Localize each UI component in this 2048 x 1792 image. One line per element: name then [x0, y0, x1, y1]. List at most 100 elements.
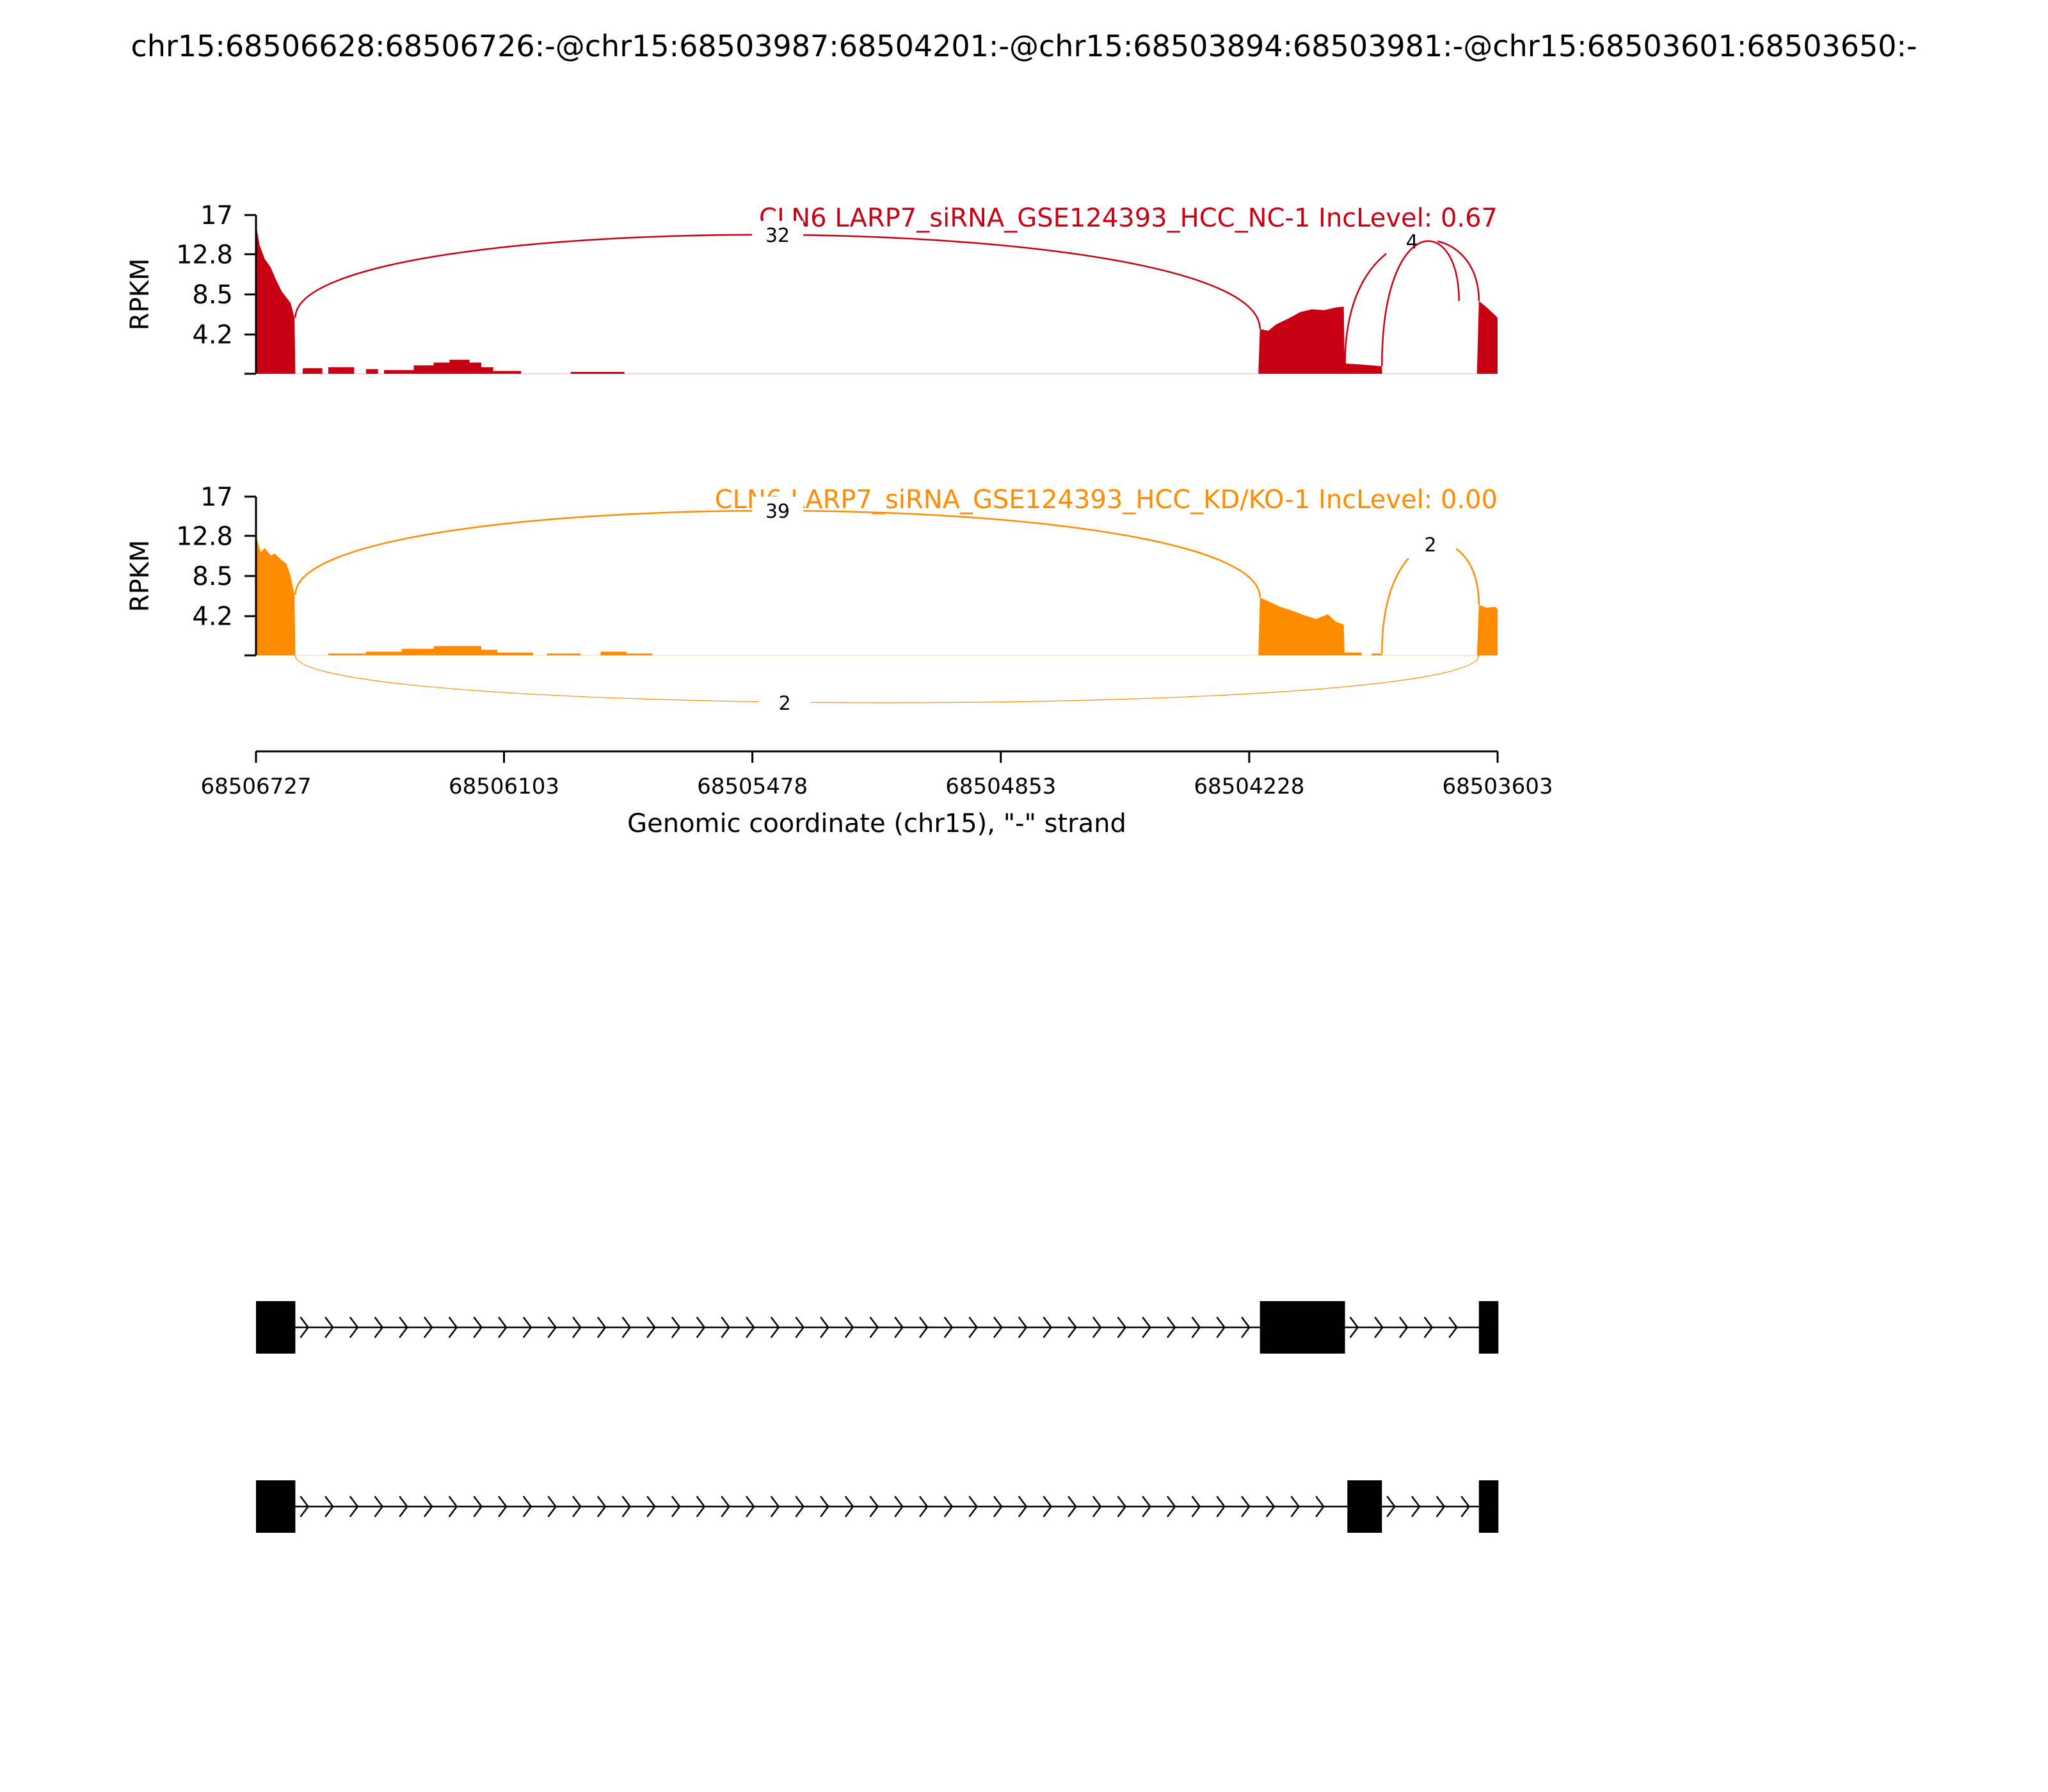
strand-chevron	[795, 1496, 805, 1517]
y-axis-label: RPKM	[125, 540, 155, 612]
strand-chevron	[448, 1496, 458, 1517]
strand-chevron	[795, 1316, 805, 1338]
strand-chevron	[1460, 1496, 1470, 1517]
strand-chevron	[993, 1316, 1003, 1338]
strand-chevron	[1142, 1316, 1151, 1338]
strand-chevron	[746, 1316, 755, 1338]
strand-chevron	[1043, 1496, 1053, 1517]
strand-chevron	[423, 1316, 433, 1338]
strand-chevron	[869, 1496, 879, 1517]
strand-chevron	[423, 1496, 433, 1517]
x-tick-label: 68505478	[697, 774, 808, 799]
x-tick-label: 68506103	[449, 774, 559, 799]
junction-label: 4	[1406, 231, 1418, 253]
strand-chevron	[770, 1316, 780, 1338]
strand-chevron	[498, 1316, 508, 1338]
strand-chevron	[473, 1496, 483, 1517]
strand-chevron	[1448, 1316, 1458, 1338]
strand-chevron	[1241, 1496, 1251, 1517]
strand-chevron	[1068, 1496, 1077, 1517]
strand-chevron	[1191, 1316, 1201, 1338]
strand-chevron	[621, 1496, 632, 1517]
strand-chevron	[1117, 1496, 1127, 1517]
x-axis-label: Genomic coordinate (chr15), "-" strand	[627, 809, 1126, 838]
strand-chevron	[300, 1496, 310, 1517]
strand-chevron	[448, 1316, 458, 1338]
strand-chevron	[1092, 1496, 1102, 1517]
strand-chevron	[349, 1496, 359, 1517]
strand-chevron	[547, 1316, 557, 1338]
strand-chevron	[1241, 1316, 1251, 1338]
y-tick-label: 4.2	[192, 321, 233, 350]
coverage-area	[256, 224, 1498, 374]
strand-chevron	[721, 1496, 730, 1517]
strand-chevron	[1349, 1316, 1359, 1338]
x-tick-label: 68504228	[1194, 774, 1304, 799]
transcript-model	[256, 1301, 1499, 1354]
strand-chevron	[844, 1316, 854, 1338]
junction-arc	[1381, 542, 1480, 654]
strand-chevron	[894, 1316, 904, 1338]
strand-chevron	[1166, 1496, 1176, 1517]
track-title: CLN6 LARP7_siRNA_GSE124393_HCC_KD/KO-1 I…	[715, 485, 1498, 515]
exon-block	[256, 1301, 296, 1354]
junction-label-bg	[759, 689, 811, 717]
junction-label-bg	[752, 496, 804, 525]
strand-chevron	[820, 1316, 829, 1338]
strand-chevron	[572, 1496, 582, 1517]
strand-chevron	[572, 1316, 582, 1338]
strand-chevron	[349, 1316, 359, 1338]
junction-label: 39	[765, 500, 790, 523]
strand-chevron	[894, 1496, 904, 1517]
strand-chevron	[1265, 1496, 1276, 1517]
strand-chevron	[820, 1496, 829, 1517]
page-title: chr15:68506628:68506726:-@chr15:68503987…	[131, 29, 1917, 63]
strand-chevron	[1018, 1316, 1028, 1338]
x-tick-label: 68506727	[200, 774, 311, 799]
coverage-tracks: 17 12.8 8.5 4.2 RPKM CLN6 LARP7_siRNA_GSE1243…	[125, 201, 1498, 717]
strand-chevron	[1374, 1316, 1384, 1338]
strand-chevron	[869, 1316, 879, 1338]
strand-chevron	[596, 1496, 607, 1517]
strand-chevron	[1018, 1496, 1028, 1517]
strand-chevron	[324, 1496, 334, 1517]
y-tick-label: 8.5	[192, 280, 233, 310]
y-tick-label: 8.5	[192, 562, 233, 591]
strand-chevron	[1043, 1316, 1053, 1338]
exon-block	[1347, 1480, 1382, 1533]
strand-chevron	[399, 1496, 408, 1517]
junction-label: 32	[765, 225, 790, 247]
strand-chevron	[696, 1496, 706, 1517]
junction-label-bg	[1405, 530, 1457, 559]
strand-chevron	[918, 1496, 929, 1517]
strand-chevron	[1092, 1316, 1102, 1338]
strand-chevron	[374, 1496, 384, 1517]
coverage-track-1: 17 12.8 8.5 4.2 RPKM CLN6 LARP7_siRNA_GSE1243…	[125, 201, 1498, 375]
y-tick-label: 12.8	[176, 240, 233, 269]
strand-chevron	[522, 1496, 532, 1517]
strand-chevron	[968, 1496, 978, 1517]
strand-chevron	[968, 1316, 978, 1338]
strand-chevron	[1411, 1496, 1421, 1517]
strand-chevron	[770, 1496, 780, 1517]
strand-chevron	[1436, 1496, 1446, 1517]
strand-chevron	[696, 1316, 706, 1338]
strand-chevron	[1398, 1316, 1409, 1338]
strand-chevron	[374, 1316, 384, 1338]
y-tick-label: 17	[200, 201, 233, 230]
exon-block	[1478, 1480, 1499, 1533]
transcript-model	[256, 1480, 1499, 1533]
y-tick-label: 4.2	[192, 602, 233, 632]
strand-chevron	[399, 1316, 408, 1338]
strand-chevron	[473, 1316, 483, 1338]
strand-chevron	[918, 1316, 929, 1338]
x-tick-label: 68503603	[1442, 774, 1553, 799]
junction-label: 2	[779, 692, 791, 715]
junction-arc	[1344, 239, 1480, 364]
strand-chevron	[721, 1316, 730, 1338]
strand-chevron	[522, 1316, 532, 1338]
transcript-models	[256, 1301, 1499, 1533]
x-axis: 68506727 68506103 68505478 68504853 68504228…	[200, 750, 1553, 838]
strand-chevron	[671, 1316, 681, 1338]
x-tick-label: 68504853	[945, 774, 1056, 799]
